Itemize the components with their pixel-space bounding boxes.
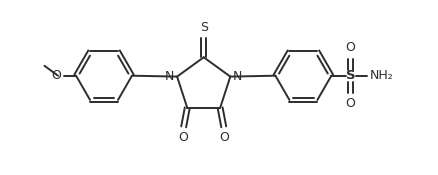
Text: N: N (233, 70, 242, 83)
Text: S: S (199, 21, 207, 34)
Text: N: N (165, 70, 174, 83)
Text: O: O (178, 131, 188, 144)
Text: NH₂: NH₂ (368, 69, 392, 82)
Text: O: O (345, 41, 354, 54)
Text: O: O (219, 131, 229, 144)
Text: S: S (345, 69, 354, 82)
Text: O: O (52, 69, 61, 82)
Text: O: O (345, 97, 354, 110)
